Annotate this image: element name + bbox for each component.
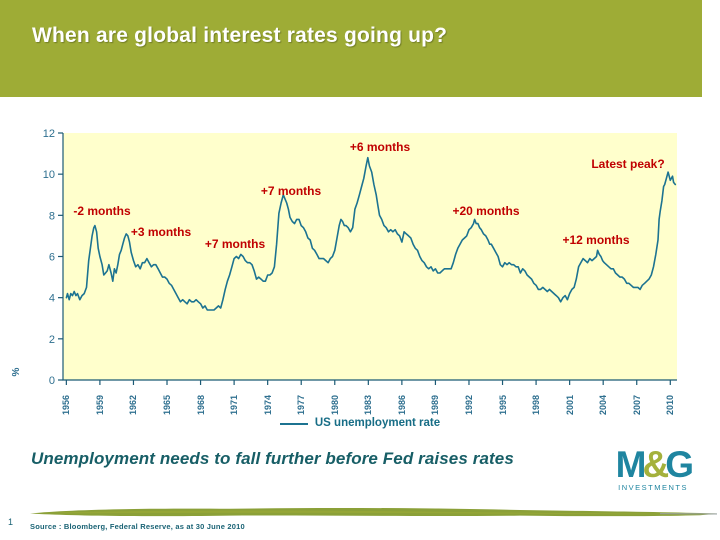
plot-area (63, 133, 677, 380)
y-axis-label: 2 (49, 334, 55, 346)
brushstroke-gray-tail (660, 513, 717, 515)
unemployment-line (65, 156, 677, 311)
x-axis-label: 1965 (162, 394, 172, 415)
header-band: When are global interest rates going up? (0, 0, 702, 97)
y-axis-title: % (11, 367, 22, 377)
mandg-logo-wordmark: M&G (604, 444, 694, 485)
y-axis-label: 8 (49, 210, 55, 222)
x-axis-label: 2004 (598, 394, 609, 415)
chart-annotation: Latest peak? (591, 157, 665, 171)
chart-legend: US unemployment rate (0, 417, 720, 429)
mandg-logo: M&G INVESTMENTS (604, 444, 694, 493)
y-axis-label: 6 (49, 252, 55, 264)
x-axis-label: 1971 (229, 394, 240, 415)
y-axis-label: 10 (43, 169, 55, 181)
source-note: Source : Bloomberg, Federal Reserve, as … (30, 522, 245, 531)
x-axis-label: 1959 (94, 394, 105, 415)
x-axis-label: 1962 (128, 394, 139, 415)
x-axis-label: 1980 (329, 394, 340, 415)
x-axis-label: 1989 (430, 394, 441, 415)
chart-annotation: -2 months (73, 204, 131, 218)
brushstroke-highlight (60, 510, 690, 515)
key-message: Unemployment needs to fall further befor… (31, 449, 514, 468)
chart-annotation: +7 months (260, 184, 322, 198)
slide-title: When are global interest rates going up? (32, 24, 448, 47)
logo-subtitle: INVESTMENTS (618, 483, 688, 493)
chart-annotation: +7 months (204, 237, 266, 251)
chart-canvas: 0 2 4 6 8 10 12 (43, 128, 677, 387)
x-axis-label: 1998 (531, 394, 542, 415)
x-axis-label: 2010 (665, 394, 676, 415)
chart-annotation: +20 months (452, 204, 520, 218)
page-number: 1 (8, 517, 14, 527)
y-axis-label: 0 (49, 375, 55, 387)
chart-annotation: +6 months (349, 140, 411, 154)
brushstroke-divider (30, 507, 717, 517)
x-axis-label: 2007 (631, 394, 642, 415)
legend-line-swatch (279, 422, 308, 425)
x-axis-label: 1974 (262, 394, 273, 415)
x-axis-label: 1956 (61, 394, 72, 415)
x-axis-label: 1968 (195, 394, 206, 415)
x-axis-label: 2001 (564, 394, 575, 415)
x-axis-label: 1995 (497, 394, 508, 415)
unemployment-chart: 0 2 4 6 8 10 12 % US unemployment rate 1956 195… (0, 120, 720, 442)
chart-annotation: +12 months (562, 233, 630, 247)
x-axis-label: 1992 (463, 394, 474, 415)
x-axis-label: 1977 (296, 394, 307, 415)
x-axis-label: 1986 (396, 394, 407, 415)
chart-annotation: +3 months (130, 225, 192, 239)
y-axis-label: 12 (43, 128, 55, 140)
x-axis-label: 1983 (363, 394, 374, 415)
logo-ampersand: & (642, 444, 669, 485)
logo-letter-m: M (615, 444, 647, 485)
y-axis-label: 4 (49, 293, 55, 305)
legend-label: US unemployment rate (314, 417, 441, 429)
logo-letter-g: G (665, 444, 694, 485)
